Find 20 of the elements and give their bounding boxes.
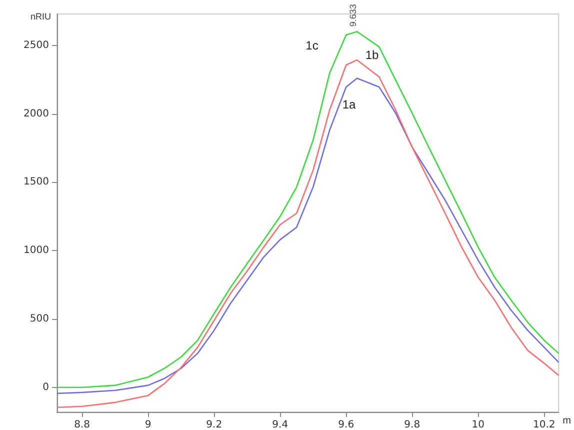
series-label: 1a xyxy=(342,97,356,112)
x-tick-label: 9.6 xyxy=(338,420,354,430)
x-tick-label: 8.8 xyxy=(74,420,90,430)
series-label: 1b xyxy=(365,48,380,62)
x-axis-title: m xyxy=(562,416,572,426)
y-tick-label: 1500 xyxy=(24,176,49,188)
x-tick-label: 9.2 xyxy=(206,420,222,430)
y-tick-label: 2500 xyxy=(24,40,49,51)
y-tick-label: 500 xyxy=(30,313,49,324)
series-label: 1c xyxy=(306,38,318,53)
x-tick-label: 9.4 xyxy=(272,420,288,430)
annotation: 9.633 xyxy=(348,4,358,27)
x-tick-label: 10.2 xyxy=(533,420,556,430)
y-tick-label: 2000 xyxy=(24,108,49,120)
x-tick-label: 10 xyxy=(472,420,485,430)
x-tick-label: 9.8 xyxy=(404,420,420,430)
y-tick-label: 0 xyxy=(42,382,49,393)
y-axis-title: nRIU xyxy=(30,12,51,22)
y-tick-label: 1000 xyxy=(24,245,49,256)
x-tick-label: 9 xyxy=(144,420,152,430)
